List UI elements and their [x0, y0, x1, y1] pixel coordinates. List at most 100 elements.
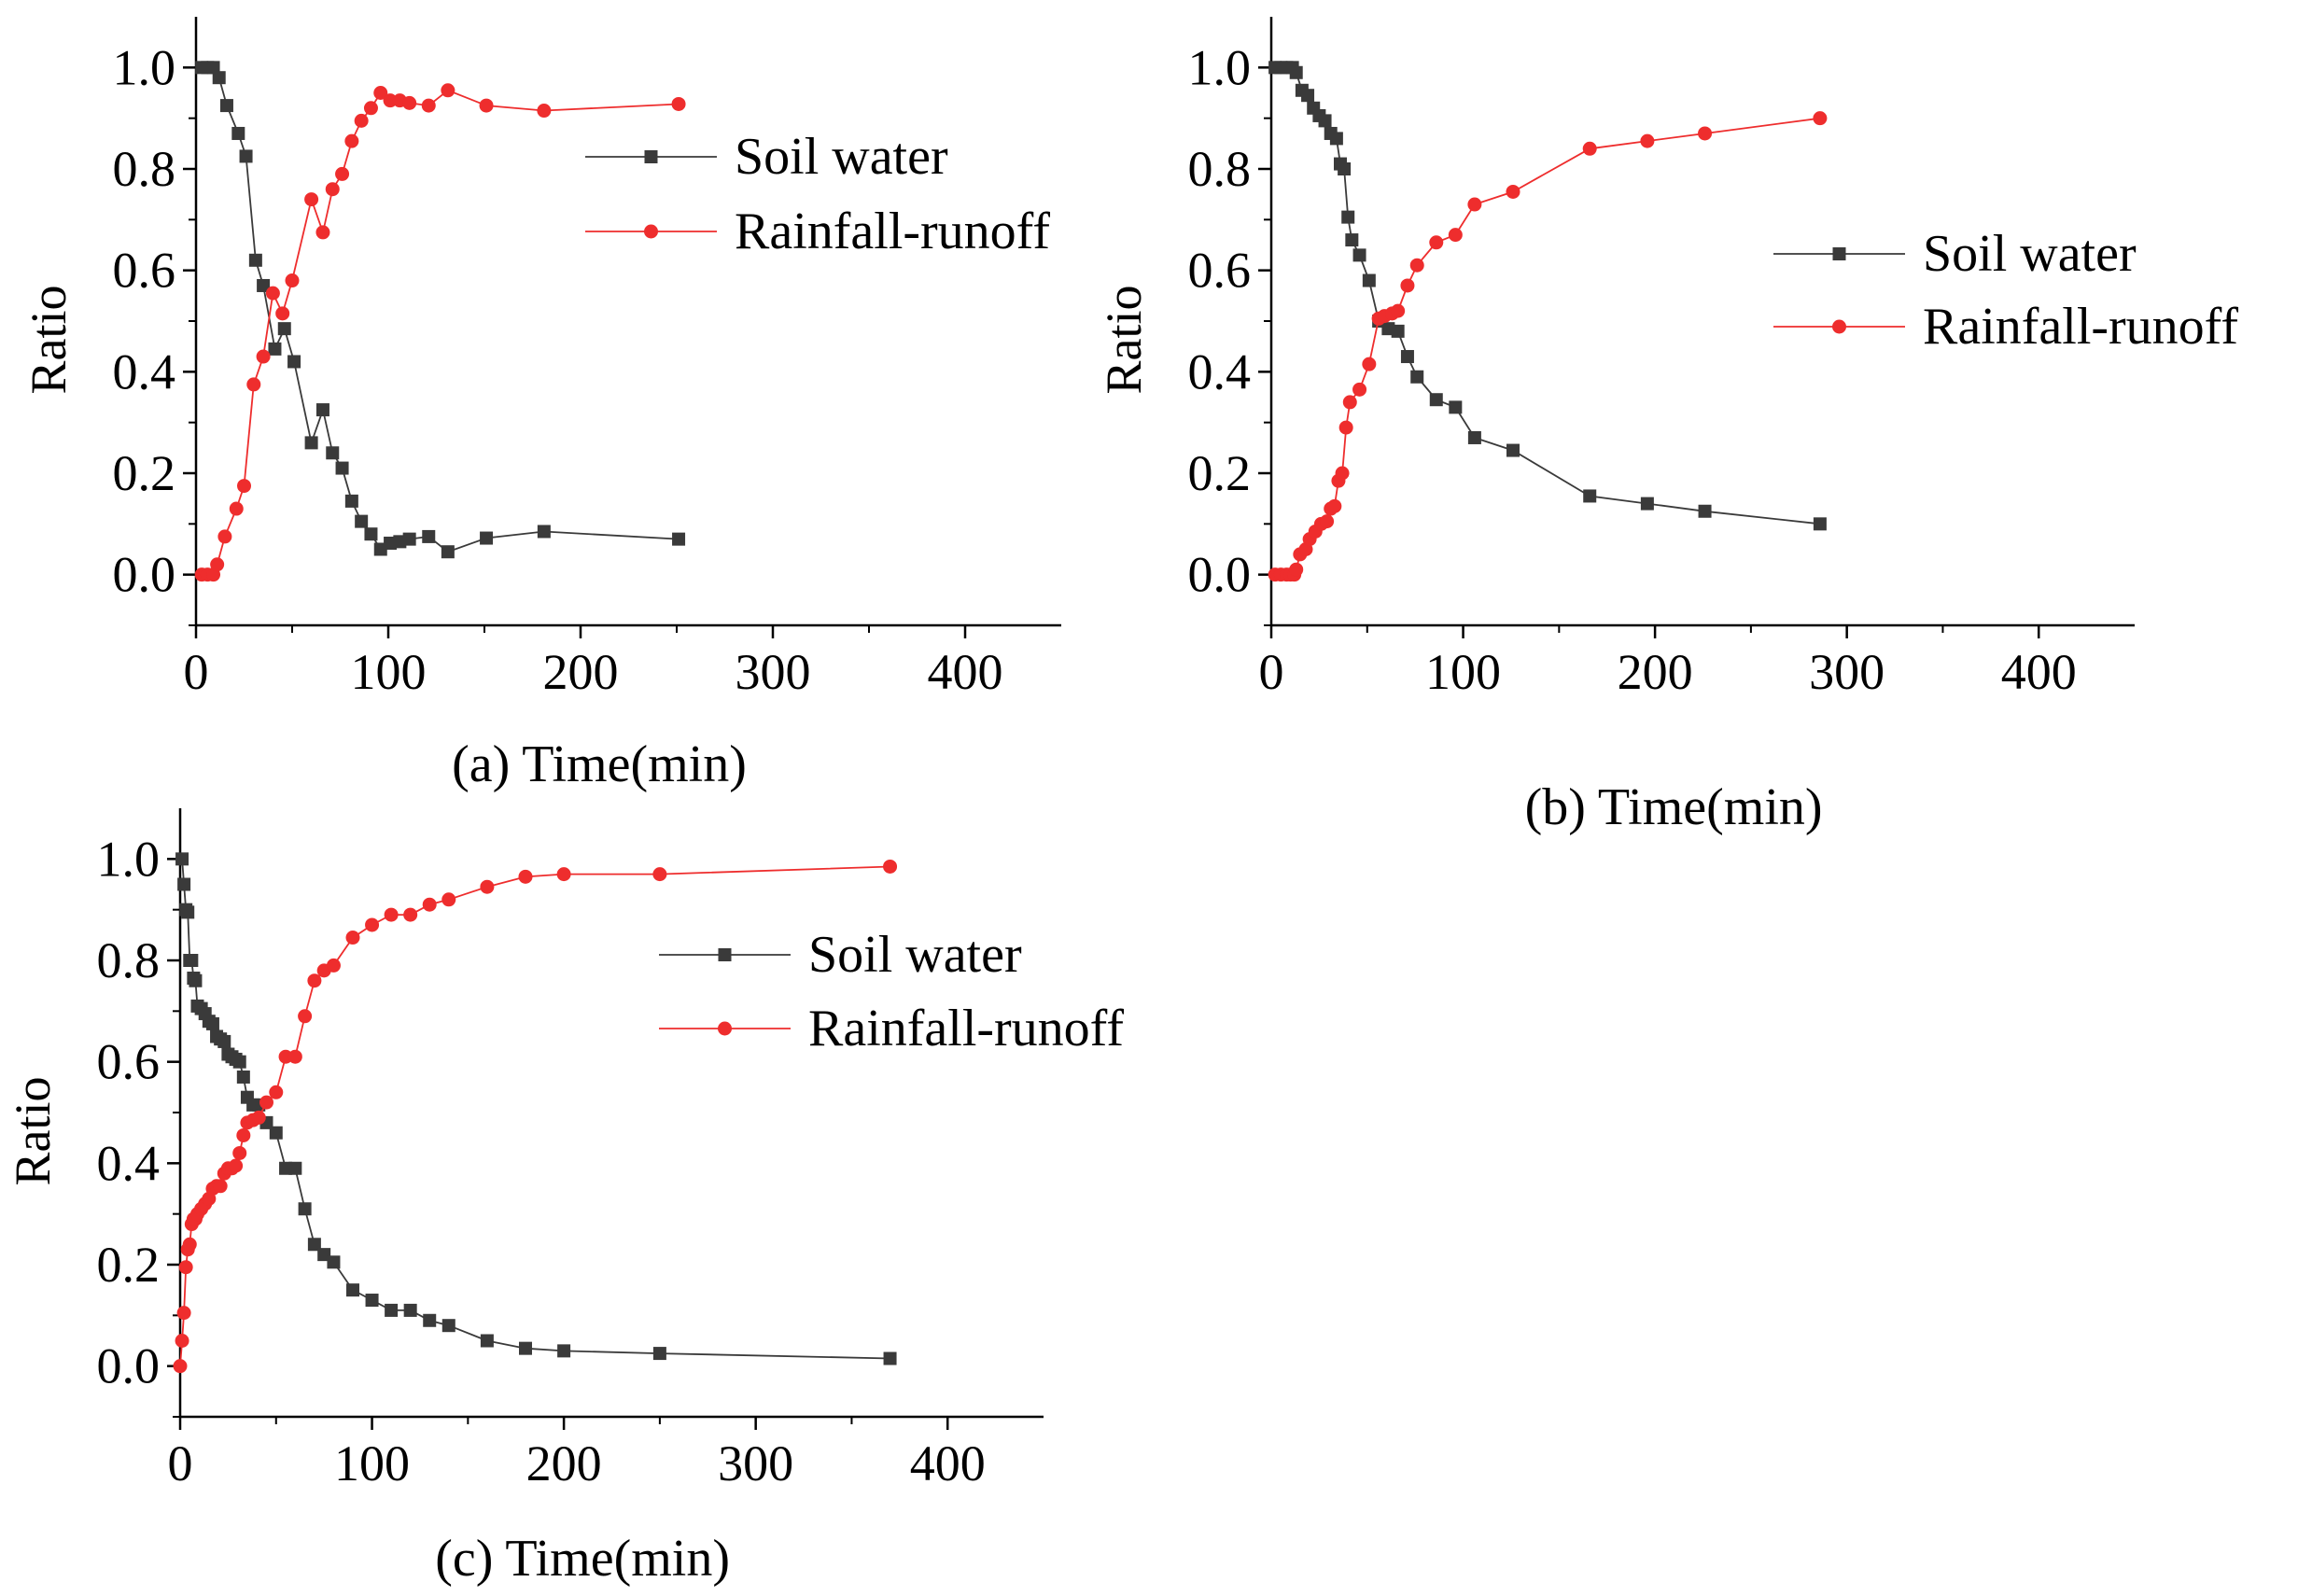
data-point-square: [355, 514, 369, 528]
y-tick-label: 0.6: [113, 243, 176, 299]
data-point-circle: [278, 1049, 293, 1064]
data-point-square: [519, 1341, 532, 1355]
data-point-circle: [402, 95, 417, 110]
legend-marker-square: [1832, 247, 1846, 260]
data-point-square: [365, 1294, 379, 1308]
data-point-square: [385, 1303, 399, 1317]
x-tick-label: 200: [526, 1435, 602, 1491]
y-axis-title: Ratio: [5, 1077, 61, 1186]
data-point-square: [1301, 89, 1315, 103]
data-point-square: [257, 278, 271, 292]
x-tick-label: 100: [334, 1435, 410, 1491]
data-point-circle: [237, 479, 251, 494]
data-point-square: [277, 322, 291, 336]
data-point-square: [287, 355, 301, 369]
data-point-square: [364, 527, 378, 541]
data-point-circle: [518, 869, 533, 884]
data-point-circle: [441, 892, 456, 907]
y-tick-label: 0.0: [97, 1338, 161, 1394]
data-point-circle: [354, 113, 369, 128]
data-point-circle: [1813, 111, 1828, 126]
data-point-square: [248, 253, 262, 267]
data-point-square: [422, 529, 436, 543]
x-axis-title: (c) Time(min): [435, 1530, 730, 1588]
data-point-circle: [265, 286, 280, 301]
y-tick-label: 0.2: [113, 445, 176, 501]
data-point-circle: [1352, 382, 1367, 397]
data-point-square: [206, 61, 220, 75]
data-point-square: [189, 973, 203, 987]
data-point-square: [1410, 370, 1424, 384]
data-point-circle: [1640, 133, 1655, 148]
y-tick-label: 1.0: [1188, 39, 1252, 95]
series-soil-water: [175, 852, 897, 1365]
data-point-circle: [345, 931, 360, 945]
legend-label: Soil water: [735, 128, 948, 186]
legend: Soil water Rainfall-runoff: [585, 128, 1050, 260]
y-tick-label: 0.6: [97, 1034, 161, 1090]
x-tick-label: 300: [1809, 644, 1885, 700]
data-point-circle: [315, 225, 330, 240]
chart-a: 0 100 200 300 400 0.0 0.2 0.4 0.6 0.8 1.0 Ratio (a) …: [21, 17, 1061, 793]
data-point-square: [175, 852, 189, 866]
data-point-circle: [479, 98, 494, 113]
data-point-circle: [1289, 562, 1304, 577]
x-axis-title: (b) Time(min): [1525, 778, 1823, 836]
data-point-circle: [229, 1158, 244, 1173]
data-point-circle: [1448, 228, 1463, 243]
data-point-square: [480, 1334, 494, 1348]
legend-label: Soil water: [1923, 225, 2137, 283]
data-point-square: [1341, 210, 1355, 224]
y-tick-label: 0.4: [1188, 343, 1252, 399]
data-point-square: [480, 531, 494, 545]
data-point-circle: [213, 1179, 228, 1194]
data-point-square: [1698, 504, 1712, 518]
y-tick-label: 0.6: [1188, 243, 1252, 299]
legend-marker-circle: [718, 1021, 732, 1036]
legend-marker-square: [644, 150, 658, 163]
data-point-circle: [217, 529, 232, 544]
x-tick-label: 0: [1259, 644, 1284, 700]
data-point-circle: [1400, 278, 1415, 293]
x-tick-label: 400: [910, 1435, 986, 1491]
data-point-circle: [373, 86, 388, 100]
data-point-circle: [173, 1359, 188, 1374]
x-tick-label: 200: [1618, 644, 1693, 700]
legend-label: Rainfall-runoff: [735, 203, 1050, 260]
y-axis-title: Ratio: [1096, 286, 1152, 395]
data-point-square: [219, 99, 233, 113]
data-point-circle: [232, 1145, 247, 1160]
data-point-circle: [304, 192, 319, 207]
chart-c: 0 100 200 300 400 0.0 0.2 0.4 0.6 0.8 1.0 Ratio (c) …: [5, 808, 1124, 1588]
chart-b: 0 100 200 300 400 0.0 0.2 0.4 0.6 0.8 1.0 Ratio (b) …: [1096, 17, 2238, 836]
data-point-square: [1813, 517, 1827, 531]
data-point-circle: [298, 1009, 313, 1024]
data-point-circle: [307, 973, 322, 988]
data-point-square: [269, 1126, 283, 1140]
x-tick-label: 400: [928, 644, 1003, 700]
data-point-circle: [652, 867, 667, 882]
data-point-square: [672, 532, 686, 546]
series-rainfall-runoff: [173, 859, 898, 1374]
x-tick-label: 0: [168, 1435, 193, 1491]
data-point-circle: [422, 897, 437, 912]
series-line: [179, 865, 890, 1366]
legend-marker-square: [718, 948, 732, 961]
data-point-square: [1352, 248, 1366, 262]
data-point-square: [652, 1347, 666, 1361]
data-point-square: [327, 1255, 341, 1269]
data-point-circle: [1342, 395, 1357, 410]
data-point-circle: [246, 377, 261, 392]
legend-marker-circle: [1832, 319, 1846, 334]
data-point-circle: [1391, 303, 1406, 318]
data-point-square: [307, 1238, 321, 1252]
y-tick-label: 0.8: [113, 141, 176, 197]
y-tick-label: 1.0: [97, 831, 161, 887]
series-line: [1275, 66, 1820, 525]
data-point-square: [212, 71, 226, 85]
data-point-square: [1467, 430, 1481, 444]
y-tick-label: 0.4: [113, 343, 176, 399]
data-point-circle: [441, 83, 455, 98]
data-point-square: [335, 461, 349, 475]
